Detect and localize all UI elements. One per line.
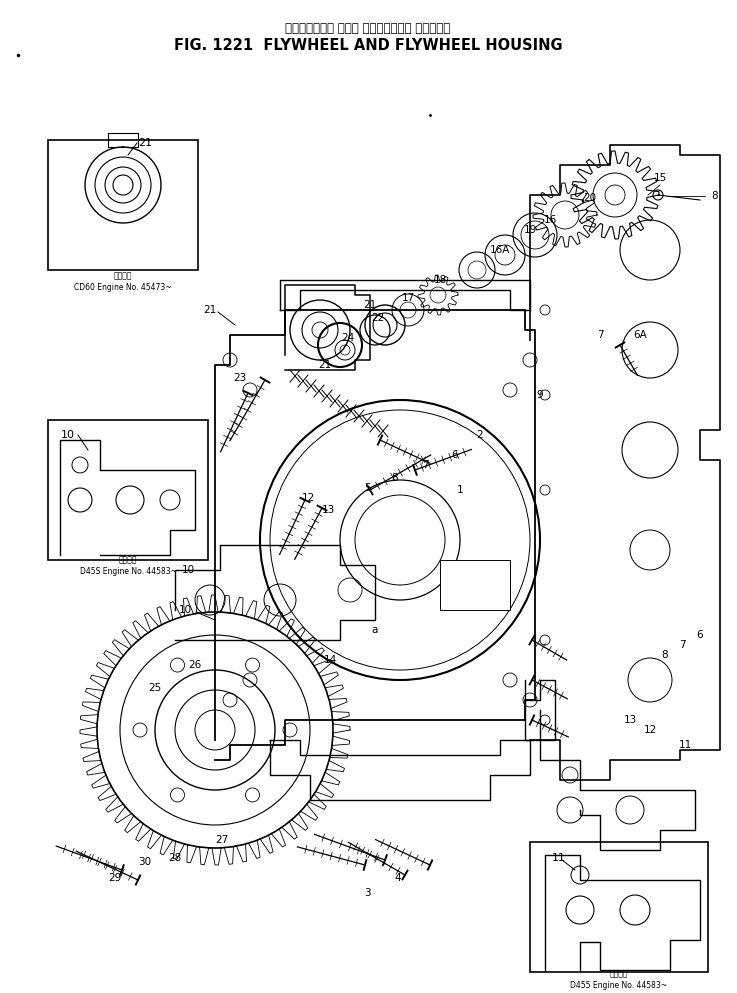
Text: 29: 29 (108, 873, 122, 883)
Text: 17: 17 (402, 293, 415, 303)
Text: 14: 14 (324, 655, 337, 665)
Text: 27: 27 (215, 835, 228, 845)
Text: 7: 7 (679, 640, 685, 650)
Text: 21: 21 (203, 305, 217, 315)
Text: フライホイール および フライホイール ハウジング: フライホイール および フライホイール ハウジング (285, 22, 450, 35)
Text: 26: 26 (189, 660, 202, 670)
Text: 20: 20 (584, 193, 596, 203)
Text: 21: 21 (363, 300, 377, 310)
Text: 25: 25 (148, 683, 161, 693)
Text: 12: 12 (301, 493, 315, 503)
Text: 1: 1 (457, 485, 464, 495)
Text: 9: 9 (537, 390, 543, 400)
Text: 28: 28 (168, 853, 181, 863)
Text: 16: 16 (543, 215, 556, 225)
Bar (530, 842, 708, 972)
Text: 6A: 6A (633, 330, 647, 340)
Text: a: a (371, 625, 378, 635)
Text: 24: 24 (341, 333, 354, 343)
Text: D455 Engine No. 44583~: D455 Engine No. 44583~ (570, 981, 668, 990)
Text: 21: 21 (318, 360, 332, 370)
Text: 8: 8 (712, 191, 719, 201)
Text: 7: 7 (422, 460, 428, 470)
Text: 10: 10 (61, 430, 75, 440)
Bar (440, 560, 510, 610)
Text: 11: 11 (552, 853, 566, 863)
Text: 13: 13 (624, 715, 637, 725)
Text: 適用号等: 適用号等 (113, 271, 132, 280)
Text: 12: 12 (643, 725, 657, 735)
Text: 30: 30 (139, 857, 152, 867)
Bar (48, 420, 208, 560)
Text: 13: 13 (321, 505, 335, 515)
Text: 21: 21 (138, 138, 152, 148)
Text: 6: 6 (696, 630, 703, 640)
Text: 2: 2 (477, 430, 483, 440)
Text: 10: 10 (178, 605, 192, 615)
Text: 4: 4 (395, 873, 402, 883)
Text: 7: 7 (597, 330, 604, 340)
Text: CD60 Engine No. 45473~: CD60 Engine No. 45473~ (74, 283, 172, 292)
Text: 11: 11 (678, 740, 691, 750)
Text: 6: 6 (452, 450, 458, 460)
Text: FIG. 1221  FLYWHEEL AND FLYWHEEL HOUSING: FIG. 1221 FLYWHEEL AND FLYWHEEL HOUSING (174, 38, 562, 53)
Text: D45S Engine No. 44583~: D45S Engine No. 44583~ (80, 567, 176, 576)
Text: 23: 23 (234, 373, 247, 383)
Text: 適用号等: 適用号等 (119, 555, 137, 564)
Text: 8: 8 (662, 650, 668, 660)
Text: 5: 5 (365, 483, 371, 493)
Bar (48, 140, 198, 270)
Text: 適用号等: 適用号等 (609, 969, 628, 978)
Text: 8: 8 (391, 473, 398, 483)
Text: 10: 10 (181, 565, 195, 575)
Text: 22: 22 (371, 313, 385, 323)
Text: 16A: 16A (490, 245, 510, 255)
Text: 15: 15 (654, 173, 667, 183)
Text: 3: 3 (363, 888, 370, 898)
Text: 19: 19 (523, 225, 537, 235)
Text: 18: 18 (433, 275, 447, 285)
